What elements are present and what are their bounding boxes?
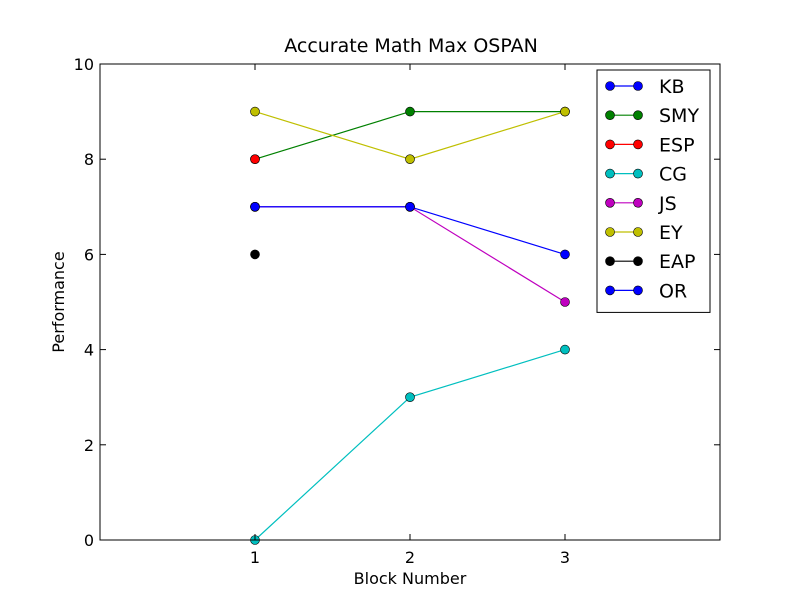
legend-marker xyxy=(605,256,615,267)
legend-item-or: OR xyxy=(605,280,687,302)
legend-item-ey: EY xyxy=(605,222,683,244)
data-point-or xyxy=(250,202,260,212)
legend-label: CG xyxy=(659,164,687,186)
data-point-ey xyxy=(250,106,260,117)
legend-marker xyxy=(633,81,643,91)
data-point-smy xyxy=(405,106,415,117)
legend-item-kb: KB xyxy=(605,76,685,98)
legend-item-smy: SMY xyxy=(605,105,699,127)
data-point-cg xyxy=(405,392,415,403)
y-tick-label: 0 xyxy=(84,531,94,550)
legend-marker xyxy=(633,110,643,120)
legend-marker xyxy=(633,198,643,208)
series-or xyxy=(250,202,415,212)
legend-item-js: JS xyxy=(605,193,677,215)
legend-marker xyxy=(633,227,643,237)
legend-marker xyxy=(633,139,643,150)
x-tick-label: 3 xyxy=(560,548,570,567)
legend-marker xyxy=(633,285,643,296)
legend-label: OR xyxy=(659,280,687,302)
x-tick-label: 2 xyxy=(405,548,415,567)
data-point-esp xyxy=(250,154,260,164)
legend-label: KB xyxy=(659,76,685,98)
data-point-js xyxy=(560,297,570,307)
legend-marker xyxy=(605,227,615,237)
legend-item-esp: ESP xyxy=(605,134,695,156)
legend-frame xyxy=(596,69,711,313)
data-point-cg xyxy=(560,344,570,355)
data-point-ey xyxy=(405,154,415,164)
legend-marker xyxy=(605,198,615,208)
legend-label: SMY xyxy=(659,105,699,127)
y-tick-label: 10 xyxy=(74,55,94,74)
y-axis-label: Performance xyxy=(49,251,68,352)
y-tick-label: 6 xyxy=(84,245,94,264)
legend-marker xyxy=(605,110,615,120)
legend-item-eap: EAP xyxy=(605,251,695,273)
legend-item-cg: CG xyxy=(605,164,687,186)
series-ey xyxy=(250,106,570,164)
data-point-kb xyxy=(560,249,570,260)
x-tick-label: 1 xyxy=(250,548,260,567)
chart-title: Accurate Math Max OSPAN xyxy=(284,35,538,57)
data-point-ey xyxy=(560,106,570,117)
legend-label: EY xyxy=(659,222,683,244)
legend-marker xyxy=(605,139,615,150)
legend-label: EAP xyxy=(659,251,695,273)
legend-marker xyxy=(605,81,615,91)
legend-marker xyxy=(633,168,643,179)
y-tick-label: 4 xyxy=(84,341,94,360)
series-eap xyxy=(250,249,260,260)
axis-layer: 1 2 3 0 2 4 6 8 10 xyxy=(74,55,720,567)
series-layer xyxy=(250,106,570,545)
legend: KB SMY ESP CG JS EY EAP OR xyxy=(596,69,711,313)
legend-marker xyxy=(605,168,615,179)
data-point-or xyxy=(405,202,415,212)
legend-label: JS xyxy=(658,193,677,215)
legend-marker xyxy=(605,285,615,296)
data-point-eap xyxy=(250,249,260,260)
legend-label: ESP xyxy=(659,134,695,156)
y-tick-label: 2 xyxy=(84,436,94,455)
y-tick-label: 8 xyxy=(84,150,94,169)
legend-marker xyxy=(633,256,643,267)
x-axis-label: Block Number xyxy=(354,569,467,588)
series-esp xyxy=(250,154,260,164)
